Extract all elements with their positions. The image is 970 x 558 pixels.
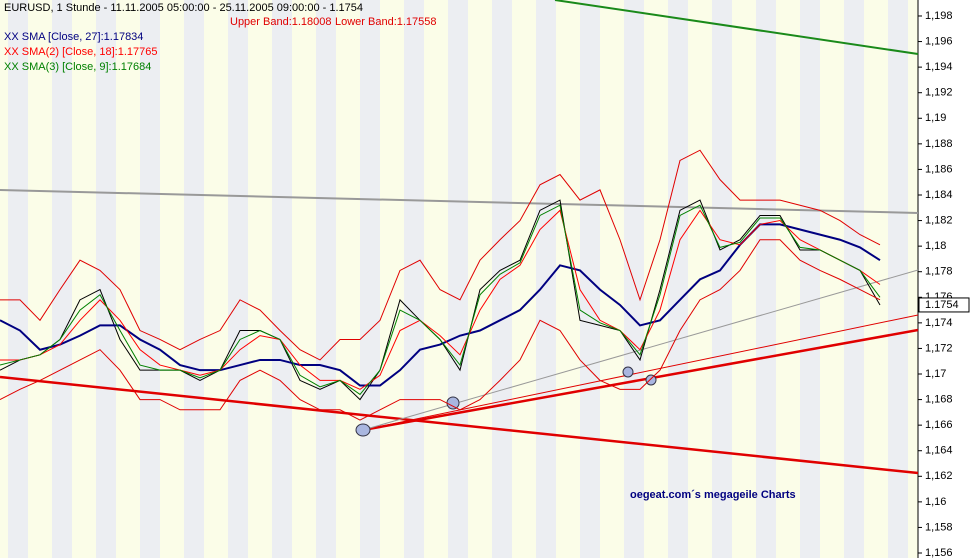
y-tick-label: 1,17 xyxy=(925,368,946,380)
y-tick-label: 1,172 xyxy=(925,342,953,354)
legend-entry: XX SMA(2) [Close, 18]:1.17765 xyxy=(4,46,157,58)
pivot-marker xyxy=(355,423,371,437)
y-tick-label: 1,194 xyxy=(925,61,953,73)
legend-entry: Lower Band:1.17558 xyxy=(335,16,437,28)
legend-entry: Upper Band:1.18008 xyxy=(230,16,332,28)
trend-line xyxy=(554,0,919,55)
indicator-line xyxy=(0,204,881,396)
axis-background xyxy=(918,0,970,558)
y-tick-label: 1,196 xyxy=(925,35,953,47)
trend-line xyxy=(362,328,919,432)
y-tick-label: 1,186 xyxy=(925,163,953,175)
y-tick-label: 1,192 xyxy=(925,87,953,99)
pivot-marker xyxy=(645,374,657,386)
indicator-line xyxy=(0,209,881,390)
y-tick-label: 1,156 xyxy=(925,547,953,558)
indicator-line xyxy=(0,223,881,387)
y-tick-label: 1,184 xyxy=(925,189,953,201)
last-price-label: 1.1754 xyxy=(925,299,959,311)
trend-lines xyxy=(0,0,919,475)
pivot-marker xyxy=(446,396,460,410)
y-tick-label: 1,158 xyxy=(925,521,953,533)
y-tick-label: 1,188 xyxy=(925,138,953,150)
plot-background xyxy=(0,0,918,558)
y-tick-label: 1,18 xyxy=(925,240,946,252)
y-tick-label: 1,174 xyxy=(925,317,953,329)
trend-line xyxy=(0,189,919,214)
y-tick-label: 1,198 xyxy=(925,10,953,22)
y-tick-label: 1,162 xyxy=(925,470,953,482)
y-tick-label: 1,182 xyxy=(925,214,953,226)
y-tick-label: 1,168 xyxy=(925,393,953,405)
y-tick-label: 1,16 xyxy=(925,496,946,508)
indicator-line xyxy=(0,239,881,421)
y-tick-label: 1,19 xyxy=(925,112,946,124)
watermark: oegeat.com´s megageile Charts xyxy=(630,489,796,501)
y-tick-label: 1,178 xyxy=(925,266,953,278)
y-tick-label: 1,166 xyxy=(925,419,953,431)
legend-entry: XX SMA(3) [Close, 9]:1.17684 xyxy=(4,61,151,73)
series-layer xyxy=(0,149,881,421)
trend-line xyxy=(0,375,919,475)
last-price-box xyxy=(918,297,970,313)
chart-title: EURUSD, 1 Stunde - 11.11.2005 05:00:00 -… xyxy=(4,2,363,14)
trend-line xyxy=(362,314,919,431)
pivot-marker xyxy=(622,366,634,378)
indicator-line xyxy=(0,149,881,361)
legend-entry: XX SMA [Close, 27]:1.17834 xyxy=(4,31,143,43)
y-tick-label: 1,164 xyxy=(925,445,953,457)
